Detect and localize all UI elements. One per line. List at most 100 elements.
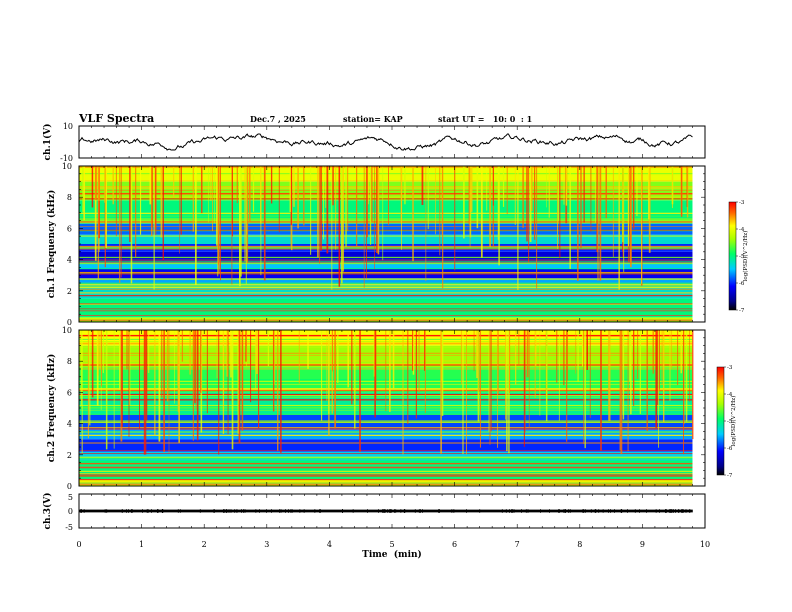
- ch2-spectrogram-sferic: [473, 330, 475, 372]
- ch1-spectrogram-sferic: [252, 166, 255, 212]
- ch1-spectrogram-sferic: [180, 166, 182, 235]
- ch2-spectrogram-sferic: [489, 330, 491, 445]
- ch1-spectrogram-sferic: [612, 166, 614, 257]
- ch1-spectrogram-sferic: [135, 166, 137, 258]
- ch2-spectrogram-sferic: [245, 330, 247, 362]
- ch1-spectrogram-sferic: [326, 166, 329, 254]
- ch1-spectrogram-sferic: [162, 166, 164, 261]
- ch1-spectrogram-sferic: [531, 166, 533, 212]
- ch1-spectrogram-sferic: [173, 166, 175, 198]
- ch2-spectrogram-sferic: [218, 330, 220, 455]
- ch2-spectrogram-sferic: [646, 330, 648, 432]
- ch1-spectrogram-sferic: [468, 166, 470, 225]
- time-axis-ticklabel: 6: [452, 540, 457, 549]
- ch2-spectrogram-sferic: [528, 330, 530, 429]
- ch1-spectrogram-sferic: [489, 166, 491, 248]
- ch1-spectrogram-line-feature: [79, 226, 693, 227]
- ch1-spectrogram-sferic: [98, 166, 100, 201]
- ch1-spectrogram-line-feature: [79, 212, 693, 214]
- ch1-spectrogram-sferic: [557, 166, 559, 221]
- ch2-spectrogram-sferic: [630, 330, 632, 415]
- ch1-spectrogram-band: [79, 223, 693, 235]
- ch1-spectrogram-sferic: [681, 166, 683, 218]
- ch1-spectrogram-sferic: [480, 166, 483, 258]
- ch1-spectrogram-band: [79, 268, 693, 279]
- ch2-spectrogram-sferic: [385, 330, 387, 412]
- ch1-spectrogram-line-feature: [79, 282, 693, 284]
- ch1-spectrogram-sferic: [149, 166, 152, 205]
- ch2-spectrogram-sferic: [581, 330, 584, 367]
- ch2-spectrogram-sferic: [145, 330, 147, 455]
- ch1-spectrogram-sferic: [546, 166, 547, 208]
- ch1-spectrogram-sferic: [95, 166, 97, 201]
- ch2-spectrogram-sferic: [657, 330, 659, 406]
- ch1-spectrogram-sferic: [246, 166, 249, 264]
- time-axis-ticklabel: 0: [76, 540, 81, 549]
- ch1-spectrogram-line-feature: [79, 310, 693, 312]
- time-axis-ticklabel: 7: [515, 540, 520, 549]
- ch1-spectrogram-sferic: [194, 166, 197, 285]
- ch1-spectrogram-sferic: [310, 166, 312, 255]
- ch1-spectrogram-line-feature: [79, 180, 693, 182]
- ch2-spectrogram-sferic: [608, 330, 611, 421]
- ch2-spectrogram-sferic: [460, 330, 462, 385]
- ch2-spectrogram-sferic: [586, 330, 588, 370]
- ch1-spectrogram-sferic: [442, 166, 444, 289]
- ch1-spectrogram-sferic: [526, 166, 528, 242]
- ch1-spectrogram-sferic: [671, 166, 673, 209]
- ch2-spectrogram-sferic: [168, 330, 170, 454]
- ch1-spectrogram-sferic: [103, 166, 105, 203]
- ch2-spectrogram-sferic: [91, 330, 94, 398]
- ch1-spectrogram-line-feature: [79, 284, 693, 286]
- ch2-spectrogram-sferic: [497, 330, 499, 395]
- ch2-colorbar-ticklabel: -6: [727, 446, 733, 452]
- ch2-spectrogram-sferic: [575, 330, 577, 374]
- ch1-colorbar-ticks: -3 -4 -5 -6 -7: [736, 200, 745, 314]
- ch1-spectrogram-sferic: [289, 166, 291, 212]
- ch1-spectrogram-line-feature: [79, 215, 693, 217]
- ch2-spectrogram-sferic: [321, 330, 323, 421]
- ch1-spectrogram-sferic: [119, 166, 121, 283]
- ch2-spectrogram-sferic: [600, 330, 602, 451]
- ch1-colorbar: -3 -4 -5 -6 -7 log(PSD)(V^2/Hz): [728, 200, 749, 314]
- ch3-waveform-panel: 5 0 -5 ch.3(V): [42, 493, 706, 532]
- ch2-spectrogram-sferic: [258, 330, 260, 428]
- time-axis-label: Time (min): [362, 549, 422, 560]
- ch1-spectrogram-sferic: [290, 166, 293, 226]
- ch1-spectrogram-sferic: [476, 166, 479, 229]
- ch1-spectrogram-sferic: [632, 166, 635, 229]
- ch1-spectrogram-sferic: [469, 166, 471, 248]
- ch2-spectrogram-sferic: [359, 330, 361, 452]
- ch1-spectrogram-sferic: [686, 166, 689, 218]
- ch2-spectrogram-sferic: [682, 330, 685, 455]
- ch2-spectrogram-sferic: [195, 330, 197, 410]
- ch1-spectrogram-sferic: [559, 166, 561, 258]
- ch2-spectrogram-sferic: [526, 330, 529, 378]
- ch1-spectrogram-sferic: [363, 166, 365, 288]
- ch2-spectrogram-sferic: [328, 330, 330, 414]
- ch1-spectrogram-line-feature: [79, 194, 693, 196]
- ch2-spectrogram-sferic: [226, 330, 229, 377]
- ch1-spectrogram-sferic: [248, 166, 251, 222]
- ch3-ytick-mid: 0: [68, 507, 73, 516]
- ch2-spectrogram-line-feature: [79, 460, 693, 462]
- ch2-spectrogram-sferic: [274, 330, 276, 385]
- ch1-spectrogram-line-feature: [79, 272, 693, 274]
- ch2-spectrogram-sferic: [139, 330, 140, 429]
- ch2-spectrogram-yticklabel: 2: [67, 451, 72, 460]
- ch1-spectrogram-sferic: [83, 166, 86, 221]
- ch2-spectrogram-sferic: [490, 330, 492, 432]
- ch1-spectrogram-sferic: [374, 166, 376, 270]
- time-axis-ticklabel: 1: [139, 540, 144, 549]
- ch2-spectrogram-sferic: [194, 330, 196, 404]
- ch2-spectrogram-line-feature: [79, 420, 693, 422]
- ch1-spectrogram-line-feature: [79, 196, 693, 198]
- time-axis-ticklabel: 10: [700, 540, 710, 549]
- ch2-spectrogram-sferic: [148, 330, 150, 373]
- ch1-spectrogram-sferic: [596, 166, 598, 253]
- ch1-spectrogram-sferic: [151, 166, 153, 228]
- ch1-spectrogram-sferic: [239, 166, 240, 283]
- ch2-spectrogram-sferic: [622, 330, 625, 420]
- ch2-spectrogram-line-feature: [79, 434, 693, 437]
- ch2-spectrogram-sferic: [354, 330, 356, 429]
